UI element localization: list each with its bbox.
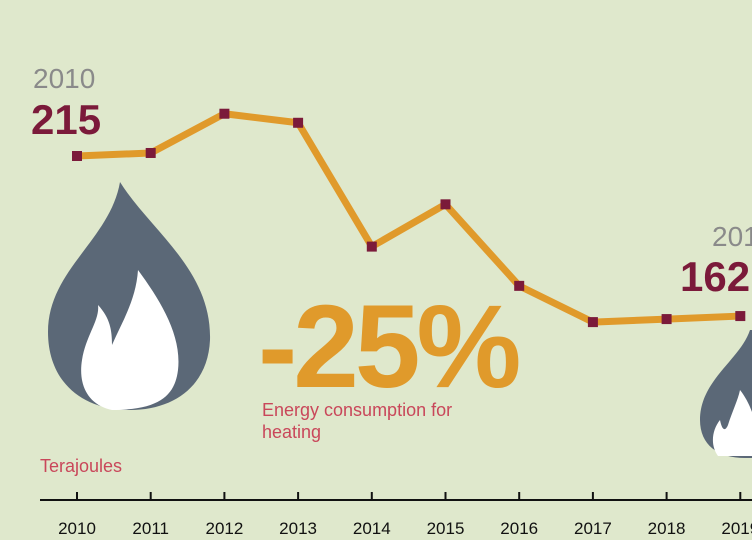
x-tick-label: 2014: [353, 519, 391, 538]
x-tick-label: 2015: [427, 519, 465, 538]
data-point: [440, 199, 451, 210]
data-point: [293, 117, 304, 128]
subtitle: heating: [262, 422, 321, 442]
x-tick-label: 2010: [58, 519, 96, 538]
unit-label: Terajoules: [40, 456, 122, 476]
data-point: [366, 241, 377, 252]
x-tick-label: 2011: [132, 519, 169, 538]
data-point: [72, 151, 82, 161]
x-tick-label: 2017: [574, 519, 612, 538]
start-value: 215: [31, 96, 101, 143]
data-point: [661, 314, 672, 325]
x-tick-label: 2013: [279, 519, 317, 538]
data-point: [735, 311, 746, 322]
flame-icon-small: [700, 330, 752, 458]
end-value: 162: [680, 253, 750, 300]
data-point: [145, 147, 156, 158]
x-tick-label: 2016: [500, 519, 538, 538]
x-tick-label: 2012: [205, 519, 243, 538]
data-point: [219, 108, 230, 119]
data-point: [514, 280, 525, 291]
start-year: 2010: [33, 63, 95, 94]
subtitle: Energy consumption for: [262, 400, 452, 420]
change-annotation: -25%: [258, 281, 519, 413]
data-line: [76, 110, 741, 326]
x-tick-label: 2018: [648, 519, 686, 538]
x-tick-label: 2019: [721, 519, 752, 538]
flame-icon: [48, 182, 211, 410]
end-year: 2019: [712, 221, 752, 252]
data-point: [587, 317, 598, 328]
